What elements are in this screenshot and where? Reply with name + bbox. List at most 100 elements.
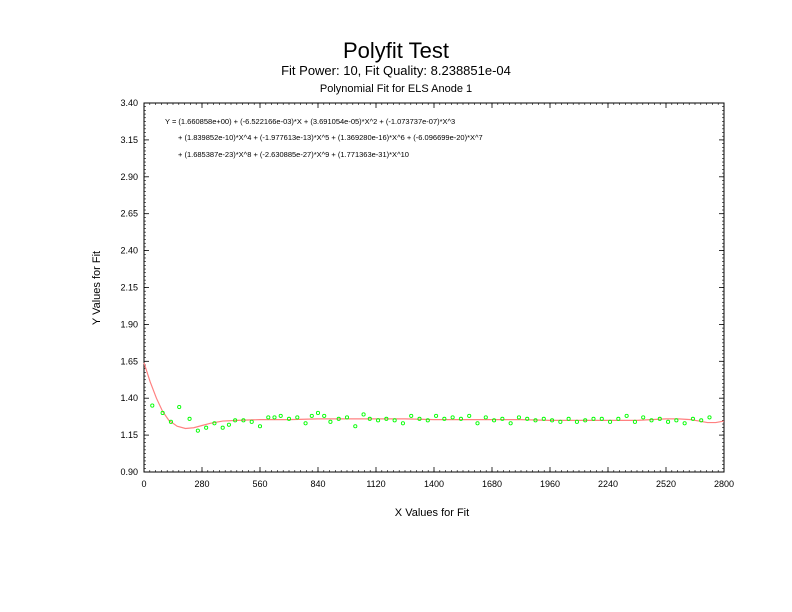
- y-tick-label: 2.40: [120, 246, 138, 256]
- x-axis: 0 280 560 840 1120 1400 1680 1960 2240 2520 2800: [141, 103, 734, 489]
- data-point: [475, 421, 480, 426]
- data-point: [400, 421, 405, 426]
- x-tick-label: 0: [141, 479, 146, 489]
- data-point: [641, 415, 646, 420]
- data-point: [450, 415, 455, 420]
- data-point: [257, 424, 263, 429]
- x-tick-label: 2800: [714, 479, 734, 489]
- data-point: [533, 418, 538, 423]
- data-point: [599, 416, 604, 421]
- data-point: [241, 418, 246, 423]
- data-point: [409, 413, 414, 418]
- y-tick-label: 0.90: [120, 467, 138, 477]
- y-axis-label: Y Values for Fit: [91, 251, 103, 325]
- equation-line-3: + (1.685387e-23)*X^8 + (-2.630885e-27)*X…: [178, 150, 409, 159]
- data-point: [591, 416, 596, 421]
- data-point: [177, 405, 182, 410]
- data-point: [286, 416, 292, 421]
- data-point: [458, 416, 463, 421]
- data-point: [322, 413, 327, 418]
- data-point: [558, 419, 563, 424]
- data-point: [516, 415, 521, 420]
- x-tick-label: 2520: [656, 479, 676, 489]
- data-point: [550, 418, 555, 423]
- data-point: [336, 416, 341, 421]
- data-point: [195, 428, 200, 433]
- data-point: [278, 413, 283, 418]
- chart-subtitle-2: Polynomial Fit for ELS Anode 1: [320, 83, 472, 95]
- data-point: [616, 416, 621, 421]
- data-points: [150, 403, 712, 433]
- chart-subtitle: Fit Power: 10, Fit Quality: 8.238851e-04: [281, 63, 511, 78]
- data-point: [272, 415, 277, 420]
- data-point: [467, 413, 472, 418]
- x-axis-label: X Values for Fit: [395, 507, 469, 519]
- data-point: [233, 418, 238, 423]
- data-point: [220, 425, 225, 430]
- data-point: [657, 416, 662, 421]
- data-point: [212, 421, 217, 426]
- data-point: [249, 419, 254, 424]
- y-tick-label: 1.90: [120, 319, 138, 329]
- x-tick-label: 1960: [540, 479, 560, 489]
- x-tick-label: 2240: [598, 479, 618, 489]
- fit-curve-line: [143, 362, 725, 430]
- data-point: [608, 419, 613, 424]
- data-point: [624, 413, 629, 418]
- data-point: [168, 419, 173, 424]
- data-point: [187, 416, 192, 421]
- y-tick-label: 2.15: [120, 283, 138, 293]
- x-tick-label: 560: [252, 479, 267, 489]
- data-point: [666, 419, 671, 424]
- x-tick-label: 1400: [424, 479, 444, 489]
- data-point: [632, 419, 637, 424]
- chart-title: Polyfit Test: [343, 38, 449, 63]
- data-point: [344, 415, 350, 420]
- data-point: [361, 412, 366, 417]
- data-point: [500, 416, 505, 421]
- data-point: [483, 415, 488, 420]
- data-point: [682, 421, 687, 426]
- data-point: [328, 419, 333, 424]
- x-tick-label: 1680: [482, 479, 502, 489]
- y-tick-label: 3.15: [120, 135, 138, 145]
- data-point: [508, 421, 513, 426]
- y-tick-label: 1.40: [120, 393, 138, 403]
- data-point: [442, 416, 447, 421]
- data-point: [150, 403, 155, 408]
- data-point: [525, 416, 530, 421]
- data-point: [367, 416, 372, 421]
- data-point: [434, 413, 439, 418]
- data-point: [309, 413, 314, 418]
- y-tick-label: 1.15: [120, 430, 138, 440]
- y-tick-label: 1.65: [120, 356, 138, 366]
- data-point: [353, 424, 358, 429]
- data-point: [674, 418, 679, 423]
- data-point: [699, 418, 704, 423]
- data-point: [204, 425, 209, 430]
- data-point: [417, 416, 422, 421]
- data-point: [266, 415, 271, 420]
- data-point: [574, 419, 579, 424]
- equation-line-2: + (1.839852e-10)*X^4 + (-1.977613e-13)*X…: [178, 133, 483, 142]
- fit-curve: [143, 362, 725, 430]
- data-point: [425, 418, 430, 423]
- data-point: [315, 410, 321, 416]
- data-point: [160, 410, 165, 416]
- data-point: [492, 418, 497, 423]
- data-point: [583, 418, 588, 423]
- y-axis: 0.90 1.15 1.40 1.65 1.90 2.15 2.40 2.65 2.90 3.15…: [120, 98, 724, 477]
- y-tick-label: 2.90: [120, 172, 138, 182]
- y-tick-label: 2.65: [120, 209, 138, 219]
- data-point: [649, 418, 654, 423]
- x-tick-label: 840: [310, 479, 325, 489]
- data-point: [384, 416, 389, 421]
- data-point: [295, 415, 300, 420]
- data-point: [376, 418, 381, 423]
- x-tick-label: 280: [194, 479, 209, 489]
- data-point: [392, 418, 397, 423]
- data-point: [226, 422, 231, 427]
- x-tick-label: 1120: [366, 479, 385, 489]
- data-point: [707, 415, 712, 420]
